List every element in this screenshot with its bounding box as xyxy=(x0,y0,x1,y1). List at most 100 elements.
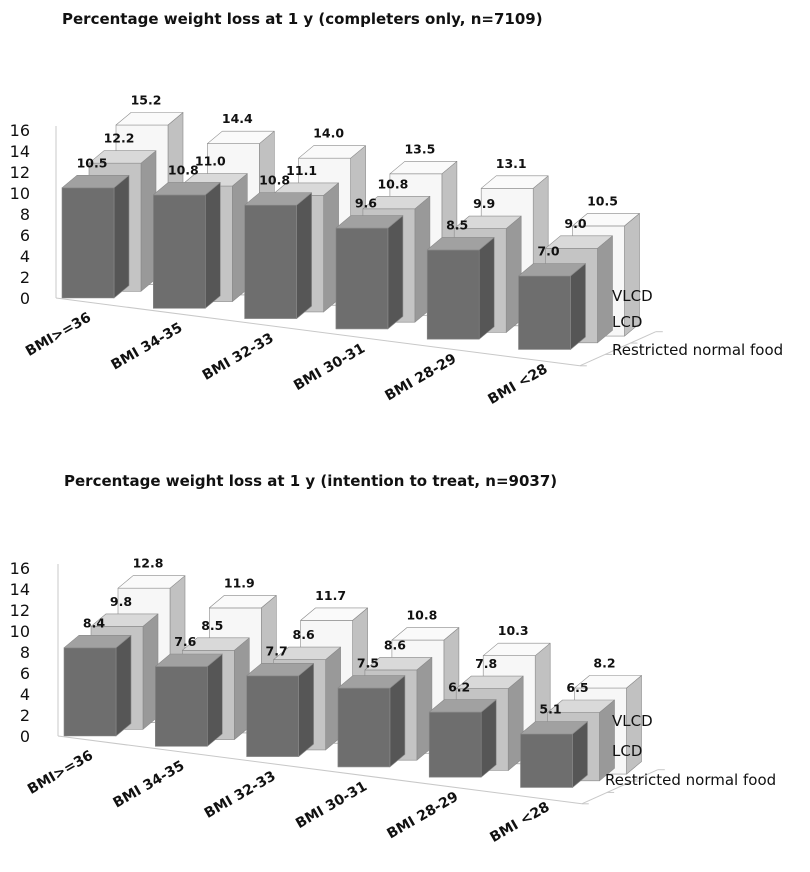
y-tick-label: 14 xyxy=(10,580,30,599)
data-label: 13.5 xyxy=(404,141,435,156)
bar-top-face xyxy=(389,161,458,175)
bar-top-face xyxy=(88,150,157,164)
series-label: Restricted normal food xyxy=(612,341,783,359)
bar-front-face xyxy=(246,675,299,757)
series-label: LCD xyxy=(612,313,642,331)
chart-panel-1: Percentage weight loss at 1 y (completer… xyxy=(10,10,784,408)
bar-top-face xyxy=(335,215,404,229)
data-label: 6.5 xyxy=(566,680,588,695)
data-label: 10.5 xyxy=(587,193,618,208)
series-label: VLCD xyxy=(612,287,653,305)
y-tick-label: 6 xyxy=(20,226,30,245)
bar xyxy=(155,653,223,747)
data-label: 14.0 xyxy=(313,126,344,141)
bar xyxy=(337,675,406,768)
bar-side-face xyxy=(205,182,221,309)
y-tick-label: 6 xyxy=(20,664,30,683)
x-axis-line xyxy=(57,735,582,805)
data-label: 15.2 xyxy=(131,93,162,108)
data-label: 11.0 xyxy=(195,154,226,169)
category-label: BMI 32-33 xyxy=(202,768,279,822)
bar-top-face xyxy=(574,675,642,689)
bar-top-face xyxy=(518,263,586,277)
y-tick-label: 10 xyxy=(10,184,30,203)
category-label: BMI>=36 xyxy=(23,310,94,360)
y-tick-label: 0 xyxy=(20,727,30,746)
bar-top-face xyxy=(520,721,588,735)
bar xyxy=(61,175,130,299)
bar-top-face xyxy=(455,675,524,689)
data-label: 7.7 xyxy=(266,643,288,658)
bar-top-face xyxy=(480,175,549,189)
category-label: BMI 34-35 xyxy=(110,758,187,812)
bar-top-face xyxy=(63,634,132,649)
series-label: VLCD xyxy=(612,712,653,730)
bar-top-face xyxy=(209,595,277,609)
bar xyxy=(153,182,221,309)
bar-side-face xyxy=(478,237,495,340)
data-label: 12.8 xyxy=(133,556,164,571)
data-label: 8.4 xyxy=(83,615,105,630)
bar xyxy=(520,721,588,788)
bar-top-face xyxy=(300,607,368,621)
bar-top-face xyxy=(547,699,615,713)
bar-top-face xyxy=(244,192,312,206)
data-label: 8.5 xyxy=(201,618,223,633)
data-label: 8.5 xyxy=(446,217,468,232)
bar-front-face xyxy=(153,194,206,309)
bar-top-face xyxy=(273,646,341,660)
category-label: BMI <28 xyxy=(487,799,552,846)
bar-side-face xyxy=(389,675,406,768)
y-tick-label: 2 xyxy=(20,706,30,725)
y-tick-label: 14 xyxy=(10,142,30,161)
y-tick-label: 16 xyxy=(10,559,30,578)
data-label: 10.3 xyxy=(498,623,529,638)
chart-title: Percentage weight loss at 1 y (completer… xyxy=(62,10,543,28)
bar xyxy=(426,237,495,340)
data-label: 10.8 xyxy=(168,162,199,177)
y-tick-label: 8 xyxy=(20,205,30,224)
bar-front-face xyxy=(244,204,297,319)
data-label: 11.7 xyxy=(315,588,346,603)
data-label: 12.2 xyxy=(104,131,135,146)
x-axis-line xyxy=(55,297,580,367)
bar-top-face xyxy=(207,130,275,144)
data-label: 9.6 xyxy=(355,196,377,211)
bar xyxy=(335,215,404,330)
bar-side-face xyxy=(570,263,586,350)
bar-side-face xyxy=(115,634,132,737)
data-label: 8.6 xyxy=(384,637,406,652)
bar xyxy=(63,634,132,737)
data-label: 9.9 xyxy=(473,196,495,211)
category-label: BMI 34-35 xyxy=(108,320,185,374)
data-label: 11.9 xyxy=(224,575,255,590)
y-tick-label: 4 xyxy=(20,247,30,266)
bar-side-face xyxy=(207,653,223,747)
bar-top-face xyxy=(362,196,431,210)
bar-front-face xyxy=(63,647,117,737)
bar-top-face xyxy=(426,237,495,251)
bar-top-face xyxy=(391,627,460,641)
data-label: 9.8 xyxy=(110,594,132,609)
bar-top-face xyxy=(337,675,406,689)
chart-title: Percentage weight loss at 1 y (intention… xyxy=(64,472,557,490)
bar xyxy=(428,699,497,778)
y-tick-label: 8 xyxy=(20,643,30,662)
bar-top-face xyxy=(155,653,223,667)
bar-side-face xyxy=(113,175,130,299)
data-label: 11.1 xyxy=(286,163,317,178)
bar-top-face xyxy=(182,637,250,651)
bar-top-face xyxy=(153,182,221,196)
category-label: BMI 30-31 xyxy=(293,779,370,833)
bar-top-face xyxy=(545,235,613,249)
bar-top-face xyxy=(453,215,522,229)
y-tick-label: 4 xyxy=(20,685,30,704)
data-label: 10.5 xyxy=(77,155,108,170)
bar-side-face xyxy=(387,215,404,330)
data-label: 7.6 xyxy=(174,634,196,649)
y-tick-label: 10 xyxy=(10,622,30,641)
bar-top-face xyxy=(482,642,551,657)
data-label: 10.8 xyxy=(259,173,290,188)
data-label: 10.8 xyxy=(406,608,437,623)
